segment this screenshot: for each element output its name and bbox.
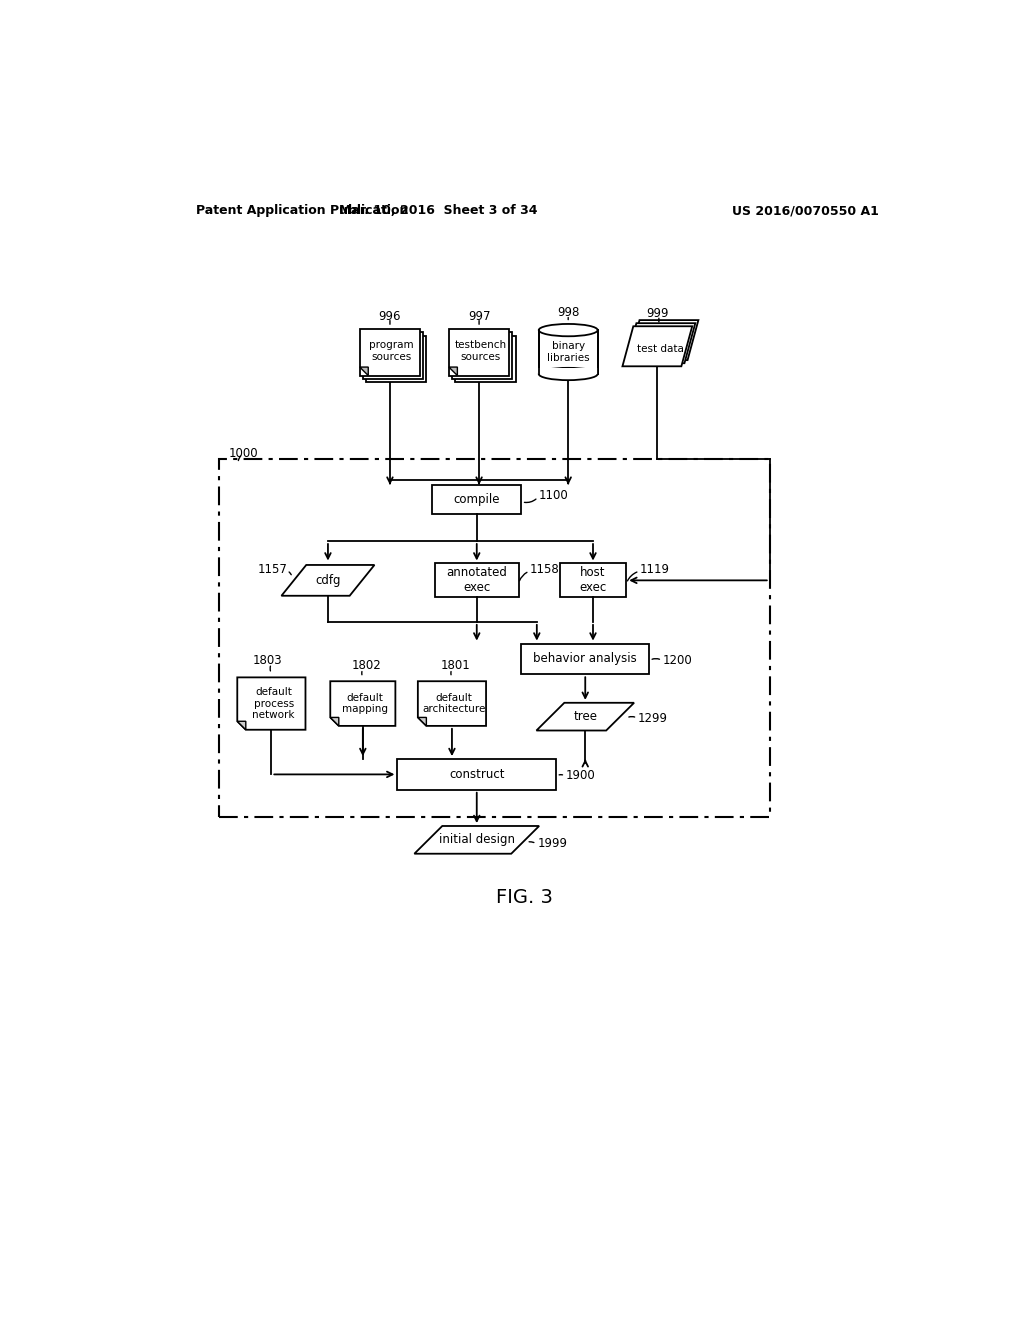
Text: cdfg: cdfg	[315, 574, 341, 587]
Text: testbench
sources: testbench sources	[455, 341, 507, 362]
Bar	[432, 484, 521, 515]
Text: initial design: initial design	[438, 833, 515, 846]
Text: host
exec: host exec	[580, 566, 606, 594]
Text: 1200: 1200	[663, 653, 692, 667]
Polygon shape	[418, 718, 426, 726]
Text: 1299: 1299	[638, 711, 668, 725]
Text: 1158: 1158	[529, 564, 559, 576]
Text: compile: compile	[454, 492, 500, 506]
Text: US 2016/0070550 A1: US 2016/0070550 A1	[732, 205, 880, 218]
Text: 1000: 1000	[228, 446, 258, 459]
Text: Mar. 10, 2016  Sheet 3 of 34: Mar. 10, 2016 Sheet 3 of 34	[339, 205, 538, 218]
Polygon shape	[331, 681, 395, 726]
Text: tree: tree	[573, 710, 597, 723]
Bar	[397, 759, 556, 789]
Polygon shape	[282, 565, 375, 595]
Text: 998: 998	[557, 306, 580, 319]
Text: FIG. 3: FIG. 3	[497, 888, 553, 907]
Text: 1100: 1100	[539, 490, 568, 502]
Text: 1157: 1157	[258, 564, 288, 576]
Text: construct: construct	[449, 768, 505, 781]
Text: program
sources: program sources	[370, 341, 414, 362]
Bar	[452, 333, 512, 379]
Text: annotated
exec: annotated exec	[446, 566, 507, 594]
Polygon shape	[359, 367, 369, 376]
Bar	[455, 335, 515, 381]
Text: 1801: 1801	[441, 659, 471, 672]
Polygon shape	[537, 702, 634, 730]
Text: 1119: 1119	[640, 564, 670, 576]
Polygon shape	[331, 718, 339, 726]
Text: binary
libraries: binary libraries	[547, 342, 590, 363]
Text: 1900: 1900	[566, 770, 596, 783]
Text: 1803: 1803	[253, 653, 283, 667]
Text: 997: 997	[468, 310, 490, 323]
Ellipse shape	[539, 323, 598, 337]
Polygon shape	[238, 677, 305, 730]
Bar	[539, 330, 598, 374]
Text: default
architecture: default architecture	[423, 693, 486, 714]
Polygon shape	[629, 321, 698, 360]
Text: behavior analysis: behavior analysis	[534, 652, 637, 665]
Ellipse shape	[539, 368, 598, 380]
Polygon shape	[415, 826, 540, 854]
Text: test data: test data	[637, 343, 684, 354]
Text: default
mapping: default mapping	[342, 693, 388, 714]
Bar	[219, 459, 770, 817]
Polygon shape	[238, 721, 246, 730]
Bar	[449, 330, 509, 376]
Text: 999: 999	[646, 308, 669, 321]
Polygon shape	[623, 326, 692, 367]
Polygon shape	[418, 681, 486, 726]
Text: 1802: 1802	[352, 659, 382, 672]
Text: 1999: 1999	[538, 837, 567, 850]
Text: default
process
network: default process network	[253, 686, 295, 721]
Text: 996: 996	[379, 310, 401, 323]
Polygon shape	[626, 323, 695, 363]
Bar	[359, 330, 420, 376]
Bar	[560, 564, 626, 598]
Bar	[366, 335, 426, 381]
Text: Patent Application Publication: Patent Application Publication	[197, 205, 409, 218]
Bar	[435, 564, 518, 598]
Bar	[538, 368, 598, 374]
Bar	[362, 333, 423, 379]
Bar	[521, 644, 649, 675]
Polygon shape	[449, 367, 458, 376]
